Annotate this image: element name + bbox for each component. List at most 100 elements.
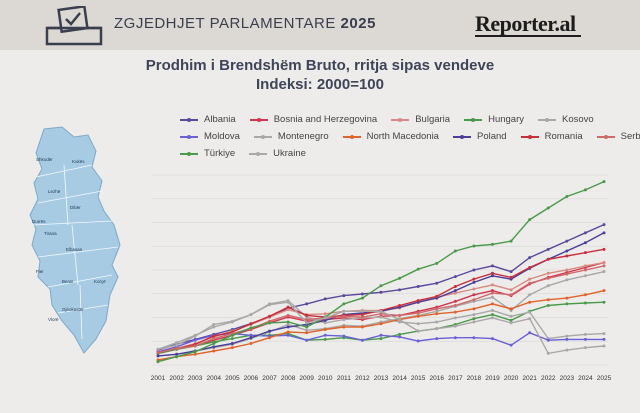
legend-swatch (342, 134, 361, 139)
x-tick-label: 2011 (337, 375, 351, 382)
map-label-tirana: Tirana (44, 231, 57, 236)
data-point (230, 319, 234, 323)
data-point (212, 325, 216, 329)
data-point (491, 308, 494, 312)
data-point (230, 342, 234, 346)
data-point (546, 257, 550, 261)
series-line (157, 290, 605, 361)
data-point (398, 332, 402, 336)
legend-swatch (464, 117, 483, 122)
legend-swatch (253, 134, 272, 139)
data-point (249, 326, 253, 330)
data-point (305, 321, 309, 325)
data-point (546, 351, 550, 355)
data-point (342, 309, 346, 313)
data-point (528, 310, 532, 314)
data-point (212, 323, 216, 327)
data-point (360, 309, 364, 313)
x-tick-label: 2002 (169, 375, 184, 382)
map-label-fier: Fier (36, 269, 44, 274)
data-point (398, 288, 402, 292)
map-label-elbasan: Elbasan (66, 247, 83, 252)
data-point (379, 322, 383, 326)
x-tick-label: 2007 (262, 375, 277, 382)
data-point (286, 320, 290, 324)
data-point (416, 311, 420, 315)
data-point (435, 307, 439, 311)
data-point (472, 317, 476, 321)
x-tick-label: 2025 (597, 375, 612, 382)
data-point (472, 244, 476, 248)
x-tick-label: 2006 (244, 375, 259, 382)
data-point (583, 264, 587, 268)
data-point (565, 254, 569, 258)
legend-item-moldova: Moldova (180, 131, 240, 142)
data-point (509, 275, 513, 279)
data-point (472, 287, 476, 291)
data-point (491, 302, 494, 306)
data-point (398, 320, 402, 324)
data-point (602, 300, 606, 304)
data-point (472, 320, 476, 324)
data-point (528, 317, 532, 321)
data-point (212, 349, 216, 353)
data-point (583, 251, 587, 255)
data-point (472, 293, 476, 297)
data-point (509, 293, 513, 297)
data-point (156, 360, 160, 364)
x-tick-label: 2004 (207, 375, 222, 382)
data-point (379, 315, 383, 319)
x-tick-label: 2019 (485, 375, 500, 382)
x-tick-label: 2024 (578, 375, 593, 382)
legend-swatch (180, 117, 198, 122)
data-point (379, 337, 383, 341)
data-point (323, 312, 327, 316)
data-point (602, 270, 606, 274)
data-point (268, 336, 271, 340)
data-point (268, 314, 271, 318)
data-point (583, 188, 587, 192)
x-tick-label: 2003 (188, 375, 203, 382)
legend-item-albania: Albania (180, 114, 236, 125)
data-point (323, 318, 327, 322)
legend-item-ukraine: Ukraine (249, 148, 306, 159)
data-point (342, 318, 346, 322)
data-point (583, 274, 587, 278)
data-point (268, 329, 271, 333)
data-point (453, 310, 457, 314)
data-point (583, 332, 587, 336)
x-tick-label: 2016 (430, 375, 445, 382)
data-point (360, 325, 364, 329)
legend-swatch (520, 134, 539, 139)
data-point (453, 289, 457, 293)
data-point (379, 284, 383, 288)
data-point (323, 297, 327, 301)
data-point (249, 322, 253, 326)
x-tick-label: 2021 (522, 375, 537, 382)
data-point (398, 313, 402, 317)
data-point (268, 321, 271, 325)
data-point (565, 272, 569, 276)
legend-item-serbia: Serbia (596, 131, 640, 142)
data-point (528, 218, 532, 222)
x-tick-label: 2010 (318, 375, 333, 382)
data-point (602, 180, 606, 184)
legend-item-hungary: Hungary (464, 114, 524, 125)
data-point (286, 325, 290, 329)
data-point (305, 302, 309, 306)
legend-row: Türkiye Ukraine (180, 148, 620, 159)
chart-subtitle: Indeksi: 2000=100 (255, 76, 384, 93)
data-point (583, 301, 587, 305)
data-point (528, 277, 532, 281)
legend-item-montenegro: Montenegro (253, 131, 329, 142)
legend-item-romania: Romania (520, 131, 583, 142)
data-point (156, 351, 160, 355)
data-point (565, 334, 569, 338)
data-point (175, 341, 179, 345)
data-point (528, 256, 532, 260)
data-point (528, 293, 532, 297)
data-point (583, 241, 587, 245)
reporter-logo[interactable]: Reporter.al (475, 11, 576, 36)
data-point (305, 338, 309, 342)
data-point (491, 337, 494, 341)
